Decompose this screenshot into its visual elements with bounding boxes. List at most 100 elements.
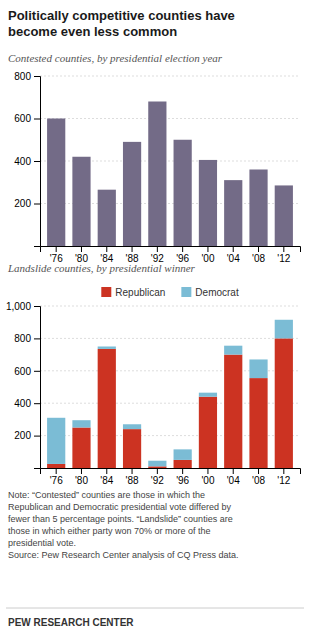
note: Republican and Democratic presidential v… [8,502,231,512]
tick: '00 [201,468,214,486]
grid-line [40,118,300,119]
bar [72,157,90,246]
tick: '08 [252,246,265,264]
tick-mark [34,76,40,77]
tick-label: '84 [100,475,113,486]
title: Politically competitive counties havebec… [8,8,235,39]
tick-label: 400 [14,398,31,409]
tick: '88 [126,468,139,486]
tick-label: '96 [176,475,189,486]
tick-label: '12 [277,475,290,486]
bar [249,170,267,247]
tick: 800 [14,71,40,82]
tick-label: '00 [201,475,214,486]
tick: 600 [14,366,40,377]
tick-mark [34,119,40,120]
tick-mark [283,246,284,252]
note: presidential vote. [8,538,76,548]
tick-mark [233,246,234,252]
tick-mark [132,468,133,474]
tick-mark [34,338,40,339]
bar [98,190,116,246]
tick-label: 600 [14,113,31,124]
tick-label: 200 [14,430,31,441]
x-axis: '76 '80 '84 '88 '92 '96 '00 '04 '08 '12 [41,468,301,486]
chart: 2004006008001,000'76'80'84'88'92'96'00'0… [6,301,301,486]
bar [98,347,116,349]
page: Politically competitive counties havebec… [0,0,310,637]
grid-line [40,338,300,339]
bar [174,460,192,468]
tick-mark [207,468,208,474]
bar [275,320,293,339]
tick-mark [106,246,107,252]
tick-mark [132,246,133,252]
bars [47,320,293,468]
tick-mark [56,246,57,252]
note: fewer than 5 percentage points. “Landsli… [8,514,233,524]
bar [72,420,90,427]
bar [148,461,166,467]
bar [199,160,217,246]
tick: '04 [227,468,240,486]
tick: '92 [151,468,164,486]
legend-item: Democrat [181,287,239,298]
tick-label: '80 [75,475,88,486]
tick-label: 800 [14,71,31,82]
bar [123,429,141,468]
tick: '04 [227,246,240,264]
tick-label: 800 [14,333,31,344]
subtitle: Contested counties, by presidential elec… [8,52,223,64]
tick: '08 [252,468,265,486]
subtitle: Landslide counties, by presidential winn… [7,262,196,274]
tick-mark [157,246,158,252]
bar [249,359,267,378]
tick-mark [56,468,57,474]
tick: 200 [14,430,40,441]
axis-line [41,469,301,475]
legend-label: Democrat [195,287,239,298]
tick-label: '04 [227,475,240,486]
bar [249,378,267,468]
axis-line [34,77,41,247]
tick: 200 [14,198,40,209]
bar [174,140,192,246]
footer: PEW RESEARCH CENTER [8,617,134,628]
tick-mark [106,468,107,474]
legend: Republican Democrat [101,287,239,298]
tick: '12 [277,246,290,264]
tick: 600 [14,113,40,124]
tick-label: '00 [201,253,214,264]
bar [47,119,65,247]
tick-label: '04 [227,253,240,264]
bar [98,349,116,468]
tick-mark [34,403,40,404]
legend-item: Republican [101,287,165,298]
bar [199,397,217,468]
tick-mark [258,468,259,474]
bar [174,449,192,460]
tick-mark [283,468,284,474]
tick: '80 [75,468,88,486]
bar [275,338,293,468]
tick-mark [207,246,208,252]
bar [224,346,242,355]
tick-label: 400 [14,156,31,167]
tick-label: 200 [14,198,31,209]
tick-mark [34,204,40,205]
tick-mark [182,246,183,252]
tick: '84 [100,468,113,486]
tick-label: 600 [14,366,31,377]
y-axis: 2004006008001,000 [6,301,41,469]
tick-mark [34,161,40,162]
tick: 800 [14,333,40,344]
separator [6,608,304,609]
bar [123,142,141,246]
bars [47,102,293,247]
tick: '76 [50,468,63,486]
tick-label: '92 [151,475,164,486]
axis-line [41,247,301,253]
tick-label: '88 [126,475,139,486]
tick-label: '08 [252,253,265,264]
tick-mark [34,436,40,437]
